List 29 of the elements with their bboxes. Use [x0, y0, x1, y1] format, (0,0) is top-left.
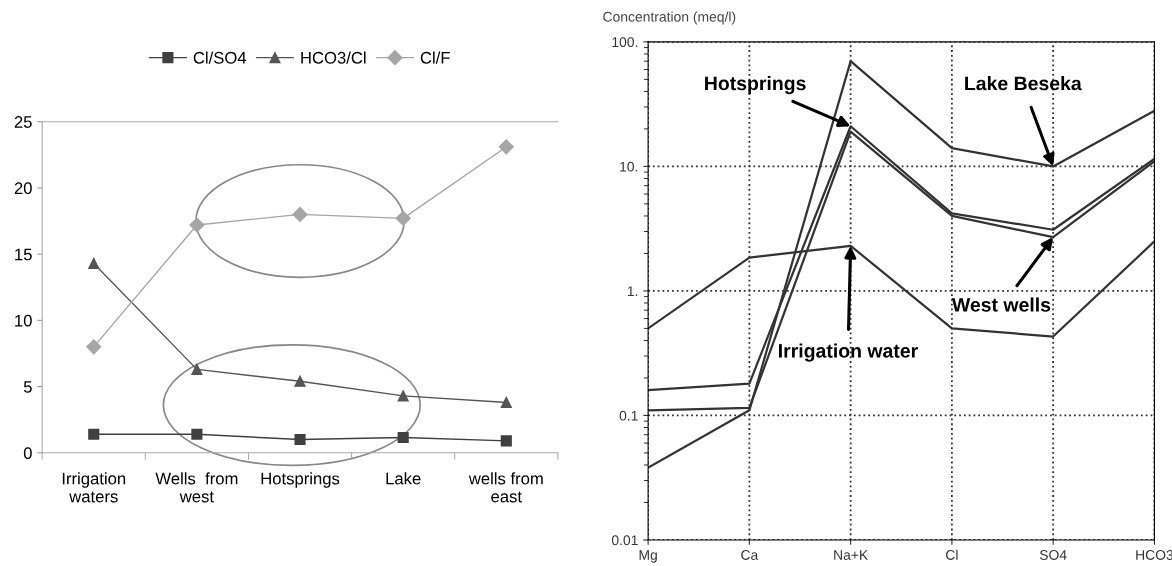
y-tick-label: 0.1: [619, 410, 638, 421]
legend-label: Cl/SO4: [193, 51, 247, 64]
y-tick-label: 10: [15, 314, 32, 327]
y-tick-label: 25: [14, 116, 32, 128]
y-tick-label: 5: [23, 381, 32, 393]
y-axis-title: Concentration (meq/l): [603, 11, 736, 25]
annotation: Lake Beseka: [965, 76, 1082, 91]
y-tick-label: 0.01: [611, 535, 638, 546]
annotation: Irrigation water: [779, 343, 918, 362]
x-tick-label: Irrigation waters: [62, 472, 126, 503]
y-tick-label: 1.: [627, 286, 638, 296]
annotation: Hotsprings: [705, 75, 806, 95]
x-tick-label: Mg: [639, 550, 657, 563]
legend-label: Cl/F: [420, 51, 450, 64]
y-tick-label: 0: [23, 447, 32, 459]
legend-label: HCO3/Cl: [301, 51, 366, 64]
y-tick-label: 20: [14, 182, 32, 195]
y-tick-label: 100.: [612, 37, 638, 48]
x-tick-label: Cl: [946, 549, 958, 560]
annotation: West wells: [951, 297, 1051, 312]
x-tick-label: wells from east: [468, 472, 543, 503]
x-tick-label: Wells from west: [155, 472, 238, 503]
x-tick-label: SO4: [1039, 550, 1067, 560]
x-tick-label: Ca: [741, 550, 759, 560]
x-tick-label: Hotsprings: [261, 472, 340, 488]
x-tick-label: Lake: [386, 472, 421, 485]
y-tick-label: 10.: [620, 161, 638, 172]
y-tick-label: 15: [15, 248, 32, 261]
x-tick-label: Na+K: [834, 550, 869, 560]
